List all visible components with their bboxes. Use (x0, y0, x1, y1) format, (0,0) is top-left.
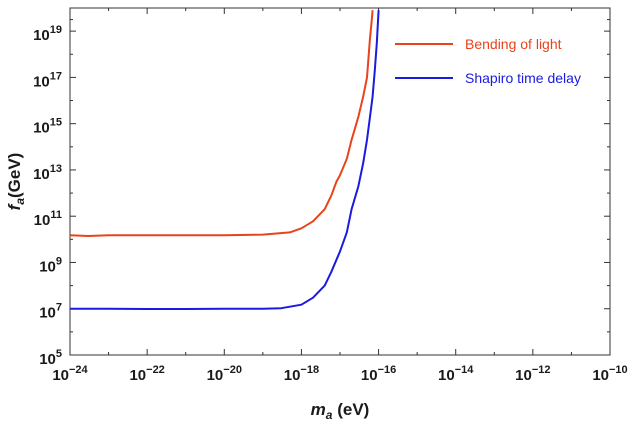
y-tick-label: 1013 (33, 163, 62, 183)
y-tick-label: 1019 (33, 24, 62, 44)
x-tick-label: 10−10 (592, 364, 627, 384)
series-line-bending-of-light (69, 10, 374, 237)
y-axis-ticks: 105 107 109 1011 1013 1015 1017 1019 (33, 19, 610, 368)
axis-titles: ma (eV) fa(GeV) (5, 153, 369, 422)
y-tick-label: 109 (39, 255, 62, 275)
x-tick-label: 10−12 (515, 364, 550, 384)
y-tick-label: 1015 (33, 117, 62, 137)
x-tick-label: 10−18 (284, 364, 319, 384)
x-tick-label: 10−22 (129, 364, 164, 384)
x-tick-label: 10−16 (361, 364, 396, 384)
plot-frame (69, 7, 611, 356)
y-tick-label: 1011 (34, 209, 62, 229)
x-tick-label: 10−24 (52, 364, 88, 384)
series-layer (69, 10, 380, 310)
legend-label-shapiro-time-delay: Shapiro time delay (465, 70, 581, 86)
y-axis-title: fa(GeV) (5, 153, 27, 211)
series-line-shapiro-time-delay (70, 10, 380, 310)
x-tick-label: 10−14 (438, 364, 474, 384)
legend: Bending of light Shapiro time delay (395, 36, 581, 86)
y-tick-label: 107 (39, 302, 62, 322)
y-tick-label: 1017 (33, 70, 62, 90)
plot-border (69, 7, 611, 356)
x-axis-title: ma (eV) (311, 400, 370, 422)
x-axis-ticks: 10−24 10−22 10−20 10−18 10−16 10−14 10−12 10−10 (52, 8, 628, 384)
x-tick-label: 10−20 (207, 364, 242, 384)
y-tick-label: 105 (39, 348, 62, 368)
legend-label-bending-of-light: Bending of light (465, 36, 562, 52)
